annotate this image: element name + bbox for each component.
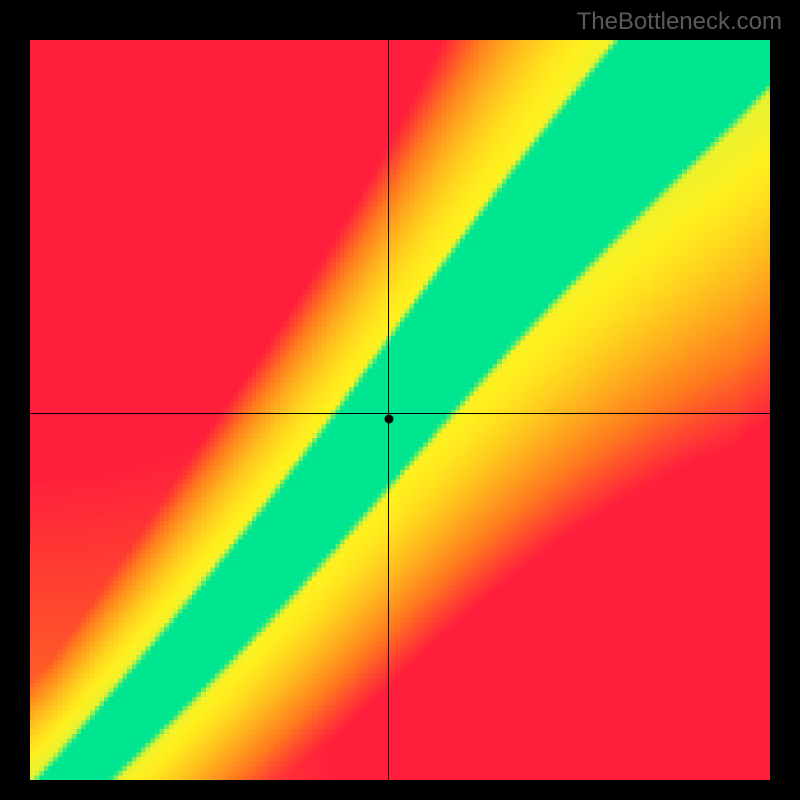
crosshair-marker xyxy=(384,414,393,423)
attribution-text: TheBottleneck.com xyxy=(577,8,782,36)
bottleneck-heatmap xyxy=(30,40,770,780)
heatmap-canvas xyxy=(30,40,770,780)
crosshair-vertical xyxy=(388,40,389,780)
crosshair-horizontal xyxy=(30,413,770,414)
